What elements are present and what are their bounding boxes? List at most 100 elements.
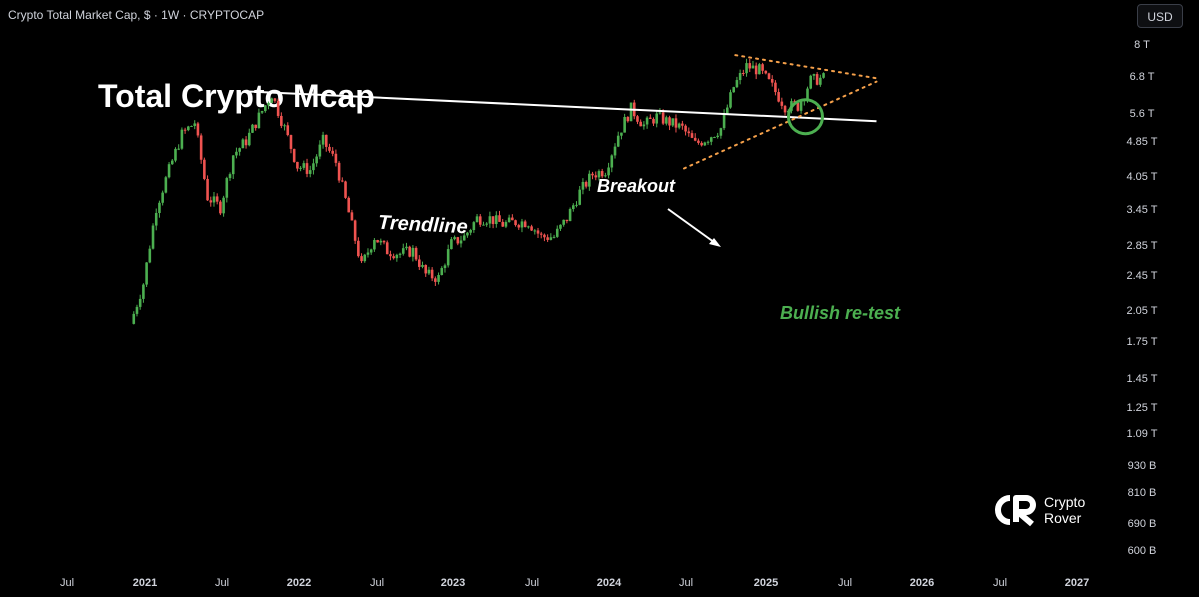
candle-body bbox=[138, 298, 142, 307]
candle-body bbox=[767, 73, 771, 80]
candle-body bbox=[331, 150, 334, 154]
candle-body bbox=[822, 73, 825, 78]
candle-body bbox=[142, 284, 145, 299]
candle-body bbox=[154, 212, 158, 226]
candle-body bbox=[443, 265, 447, 269]
candle-body bbox=[658, 112, 662, 114]
retest-circle bbox=[786, 98, 824, 136]
candle-body bbox=[636, 116, 639, 122]
candle-body bbox=[421, 264, 424, 267]
y-tick-label: 930 B bbox=[1128, 460, 1157, 472]
candle-body bbox=[722, 113, 726, 129]
candle-body bbox=[187, 126, 190, 131]
y-tick-label: 4.05 T bbox=[1127, 171, 1158, 183]
candle-body bbox=[158, 202, 161, 213]
candle-body bbox=[709, 137, 713, 142]
candle-body bbox=[555, 228, 559, 237]
candle-body bbox=[498, 215, 501, 222]
candle-body bbox=[401, 248, 405, 254]
candle-body bbox=[626, 116, 630, 122]
y-tick-label: 1.09 T bbox=[1127, 428, 1158, 440]
candle-body bbox=[363, 254, 367, 262]
currency-button[interactable]: USD bbox=[1137, 4, 1183, 28]
candle-body bbox=[209, 200, 213, 203]
x-tick-label: Jul bbox=[60, 577, 74, 589]
candle-body bbox=[559, 224, 562, 229]
candle-body bbox=[507, 217, 511, 223]
candle-body bbox=[411, 247, 415, 257]
candle-body bbox=[289, 135, 293, 149]
chart-header: Crypto Total Market Cap, $ · 1W · CRYPTO… bbox=[8, 8, 265, 22]
brand-line-1: Crypto bbox=[1044, 494, 1086, 510]
candle-body bbox=[405, 246, 408, 249]
candle-body bbox=[774, 82, 777, 93]
candle-body bbox=[729, 92, 732, 108]
candle-body bbox=[193, 123, 197, 126]
candle-body bbox=[674, 118, 678, 128]
candle-body bbox=[533, 230, 537, 232]
triangle-lower-line bbox=[682, 80, 878, 170]
candle-body bbox=[183, 129, 187, 131]
candle-body bbox=[235, 151, 238, 156]
candle-body bbox=[408, 246, 411, 257]
candle-body bbox=[453, 237, 456, 240]
candle-body bbox=[684, 125, 687, 132]
candle-body bbox=[504, 222, 508, 227]
x-tick-label: 2021 bbox=[133, 577, 157, 589]
candle-body bbox=[222, 197, 225, 214]
candle-body bbox=[231, 155, 235, 175]
candle-body bbox=[523, 221, 527, 228]
y-tick-label: 2.45 T bbox=[1127, 270, 1158, 282]
breakout-label: Breakout bbox=[597, 176, 676, 196]
candle-body bbox=[434, 278, 437, 282]
candle-body bbox=[761, 64, 764, 71]
candle-body bbox=[450, 239, 453, 250]
candle-body bbox=[264, 105, 267, 112]
candle-body bbox=[424, 264, 428, 274]
candle-body bbox=[302, 163, 306, 168]
x-tick-label: Jul bbox=[525, 577, 539, 589]
candle-body bbox=[758, 64, 761, 75]
y-tick-label: 3.45 T bbox=[1127, 204, 1158, 216]
triangle-upper-line bbox=[734, 54, 878, 80]
candle-body bbox=[135, 306, 139, 314]
candle-body bbox=[418, 259, 421, 267]
candle-body bbox=[539, 233, 543, 235]
candle-body bbox=[575, 204, 578, 206]
candle-body bbox=[745, 63, 748, 74]
candle-body bbox=[690, 133, 694, 138]
y-tick-label: 1.75 T bbox=[1127, 336, 1158, 348]
candle-body bbox=[177, 148, 180, 150]
candle-body bbox=[180, 129, 184, 149]
breakout-arrowhead bbox=[709, 238, 721, 247]
candle-body bbox=[815, 74, 819, 85]
candle-body bbox=[623, 116, 626, 133]
candle-body bbox=[382, 240, 386, 243]
candle-body bbox=[199, 135, 203, 160]
y-tick-label: 5.6 T bbox=[1130, 108, 1155, 120]
x-tick-label: 2025 bbox=[754, 577, 778, 589]
candle-body bbox=[819, 77, 822, 85]
candle-body bbox=[238, 148, 241, 152]
candle-body bbox=[299, 167, 302, 169]
candle-body bbox=[594, 175, 598, 178]
candle-body bbox=[276, 100, 280, 116]
candle-body bbox=[616, 135, 620, 147]
candle-body bbox=[677, 123, 681, 128]
candle-body bbox=[732, 87, 736, 93]
candle-body bbox=[543, 234, 546, 238]
candle-body bbox=[491, 216, 495, 225]
candle-body bbox=[305, 163, 309, 174]
candle-body bbox=[687, 131, 691, 134]
candle-body bbox=[665, 117, 668, 124]
candle-body bbox=[604, 175, 607, 177]
candle-body bbox=[485, 223, 488, 225]
candle-body bbox=[703, 142, 707, 146]
candle-body bbox=[373, 239, 376, 250]
candle-body bbox=[369, 249, 373, 253]
y-tick-label: 8 T bbox=[1134, 39, 1150, 51]
y-tick-label: 1.45 T bbox=[1127, 373, 1158, 385]
x-tick-label: 2022 bbox=[287, 577, 311, 589]
candle-body bbox=[530, 226, 533, 231]
